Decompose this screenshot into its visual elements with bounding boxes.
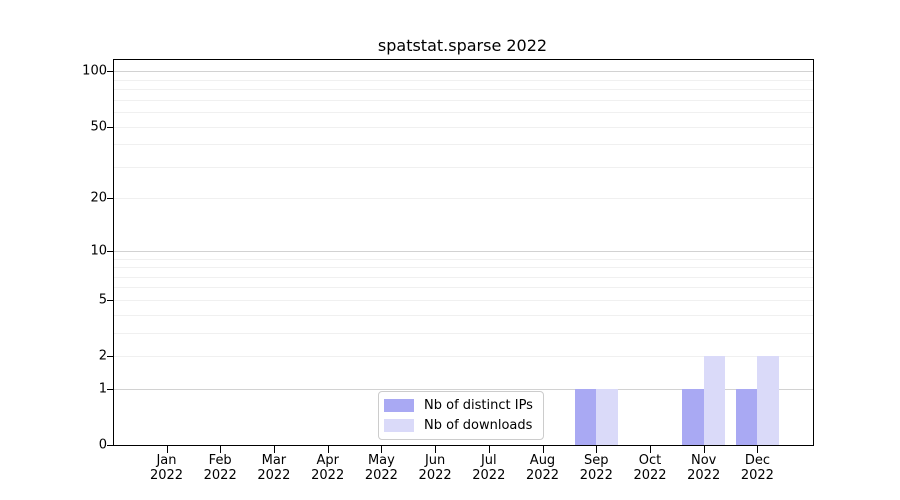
- x-tick-mark-nov: [703, 446, 705, 453]
- x-tick-mark-aug: [542, 446, 544, 453]
- legend-swatch-icon: [384, 419, 414, 432]
- x-tick-mark-apr: [327, 446, 329, 453]
- y-tick-mark-2: [107, 356, 114, 357]
- x-tick-mark-dec: [757, 446, 759, 453]
- x-tick-label-jan: Jan 2022: [149, 453, 184, 483]
- gridline-minor-9: [114, 258, 813, 260]
- x-tick-mark-jul: [488, 446, 490, 453]
- gridline-minor-20: [114, 198, 813, 200]
- gridline-minor-90: [114, 79, 813, 81]
- x-tick-mark-sep: [596, 446, 598, 453]
- y-tick-label-100: 100: [82, 63, 107, 79]
- chart-title: spatstat.sparse 2022: [377, 36, 548, 55]
- y-tick-label-10: 10: [90, 243, 107, 259]
- y-tick-mark-1: [107, 388, 114, 390]
- bar-downloads-sep: [596, 388, 618, 445]
- gridline-minor-6: [114, 287, 813, 289]
- x-tick-label-apr: Apr 2022: [311, 453, 345, 483]
- x-tick-label-aug: Aug 2022: [525, 453, 560, 483]
- gridline-minor-4: [114, 314, 813, 316]
- legend-label: Nb of downloads: [424, 418, 533, 433]
- bar-distinct-ips-dec: [735, 388, 758, 445]
- gridline-major-10: [114, 250, 813, 252]
- x-tick-label-jul: Jul 2022: [472, 453, 506, 483]
- x-tick-label-sep: Sep 2022: [579, 453, 613, 483]
- gridline-minor-3: [114, 332, 813, 334]
- plot-area: 0 1 2 5 10 20 50 100 Jan 2022 Feb 2022 Mar 2022 Apr 202…: [82, 59, 814, 483]
- legend: Nb of distinct IPs Nb of downloads: [378, 391, 544, 440]
- bar-distinct-ips-sep: [574, 388, 597, 445]
- y-tick-label-50: 50: [90, 119, 107, 135]
- y-tick-mark-20: [107, 198, 114, 200]
- y-tick-label-5: 5: [98, 292, 107, 308]
- bar-distinct-ips-nov: [682, 388, 704, 445]
- gridline-minor-30: [114, 166, 813, 168]
- y-tick-label-0: 0: [98, 437, 107, 453]
- gridline-minor-80: [114, 89, 813, 91]
- x-tick-label-feb: Feb 2022: [203, 453, 237, 483]
- x-tick-mark-feb: [220, 446, 222, 453]
- x-tick-label-jun: Jun 2022: [418, 453, 452, 483]
- y-tick-mark-50: [107, 126, 114, 128]
- gridline-minor-8: [114, 267, 813, 268]
- legend-swatch-icon: [384, 399, 414, 412]
- bar-downloads-nov: [703, 356, 726, 445]
- x-tick-mark-mar: [273, 446, 275, 453]
- x-tick-label-nov: Nov 2022: [687, 453, 721, 483]
- gridline-minor-5: [114, 299, 813, 301]
- y-tick-label-1: 1: [98, 381, 107, 397]
- y-tick-mark-5: [107, 299, 114, 301]
- gridline-minor-60: [114, 112, 813, 114]
- x-tick-mark-may: [381, 446, 383, 453]
- gridline-major-1: [114, 388, 813, 390]
- y-tick-label-20: 20: [90, 190, 107, 206]
- y-tick-mark-0: [107, 445, 114, 446]
- x-tick-label-oct: Oct 2022: [633, 453, 667, 483]
- x-tick-mark-jun: [435, 446, 437, 453]
- legend-label: Nb of distinct IPs: [424, 398, 533, 413]
- x-tick-mark-jan: [166, 446, 168, 453]
- x-tick-label-may: May 2022: [364, 453, 398, 483]
- y-tick-mark-10: [107, 250, 114, 252]
- gridline-major-100: [114, 71, 813, 73]
- legend-row-1: Nb of downloads: [384, 417, 535, 434]
- legend-row-0: Nb of distinct IPs: [384, 397, 535, 414]
- bar-downloads-dec: [757, 356, 779, 445]
- y-tick-mark-100: [107, 71, 114, 73]
- gridline-minor-50: [114, 126, 813, 128]
- gridline-minor-2: [114, 356, 813, 357]
- gridline-minor-70: [114, 99, 813, 101]
- gridline-minor-7: [114, 276, 813, 278]
- x-tick-mark-oct: [650, 446, 651, 453]
- y-tick-label-2: 2: [98, 348, 107, 364]
- gridline-minor-40: [114, 144, 813, 146]
- x-tick-label-mar: Mar 2022: [257, 453, 291, 483]
- x-tick-label-dec: Dec 2022: [740, 453, 774, 483]
